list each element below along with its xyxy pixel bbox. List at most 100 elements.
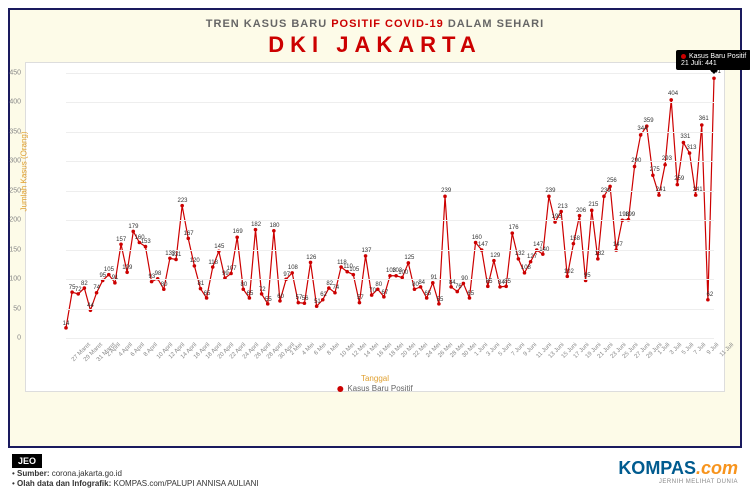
credit-line: • Olah data dan Infografik: KOMPAS.com/P…: [12, 479, 259, 488]
legend: Kasus Baru Positif: [337, 384, 412, 393]
title-part-rest: DALAM SEHARI: [448, 18, 544, 30]
data-label: 90: [461, 276, 468, 282]
header: TREN KASUS BARU POSITIF COVID-19 DALAM S…: [10, 10, 740, 62]
data-label: 182: [251, 222, 261, 228]
title-part-positif: POSITIF: [331, 18, 385, 30]
data-label: 91: [431, 275, 438, 281]
data-label: 60: [277, 294, 284, 300]
gridline: [66, 279, 714, 280]
data-label: 108: [288, 265, 298, 271]
data-label: 98: [155, 271, 162, 277]
data-label: 80: [240, 282, 247, 288]
data-label: 195: [552, 214, 562, 220]
data-label: 239: [601, 188, 611, 194]
data-label: 95: [584, 273, 591, 279]
data-label: 70: [369, 288, 376, 294]
data-label: 140: [539, 247, 549, 253]
gridline: [66, 132, 714, 133]
data-label: 120: [190, 258, 200, 264]
gridline: [66, 338, 714, 339]
y-tick: 400: [0, 99, 21, 106]
data-label: 95: [99, 273, 106, 279]
line-chart-svg: [66, 73, 714, 336]
source-line: • Sumber: corona.jakarta.go.id: [12, 469, 259, 478]
x-tick: 7 Juli: [694, 342, 708, 356]
data-label: 359: [644, 118, 654, 124]
data-label: 105: [349, 267, 359, 273]
title-part-covid: COVID-19: [385, 18, 448, 30]
data-label: 44: [87, 303, 94, 309]
infographic-container: TREN KASUS BARU POSITIF COVID-19 DALAM S…: [0, 0, 750, 500]
data-label: 67: [382, 290, 389, 296]
title-part-kasus: KASUS BARU: [244, 18, 331, 30]
y-tick: 0: [0, 335, 21, 342]
data-label: 180: [269, 223, 279, 229]
data-label: 179: [128, 224, 138, 230]
data-label: 176: [509, 225, 519, 231]
data-label: 344: [637, 126, 647, 132]
plot-region: [66, 73, 714, 336]
data-label: 14: [63, 321, 70, 327]
data-label: 129: [490, 253, 500, 259]
data-label: 65: [204, 291, 211, 297]
title-part-tren: TREN: [206, 18, 244, 30]
data-label: 118: [208, 260, 218, 266]
data-label: 84: [418, 280, 425, 286]
data-label: 313: [686, 145, 696, 151]
data-label: 55: [265, 297, 272, 303]
y-tick: 350: [0, 128, 21, 135]
brand-main: KOMPAS: [618, 458, 696, 478]
data-label: 259: [674, 176, 684, 182]
legend-label: Kasus Baru Positif: [347, 384, 412, 393]
data-label: 81: [198, 281, 205, 287]
data-label: 167: [184, 231, 194, 237]
data-label: 97: [283, 272, 290, 278]
y-tick: 450: [0, 70, 21, 77]
data-label: 293: [662, 156, 672, 162]
data-label: 158: [570, 236, 580, 242]
gridline: [66, 309, 714, 310]
data-label: 57: [357, 295, 364, 301]
data-label: 213: [558, 204, 568, 210]
data-label: 72: [259, 287, 266, 293]
y-tick: 150: [0, 246, 21, 253]
data-label: 223: [177, 198, 187, 204]
data-label: 153: [141, 239, 151, 245]
data-label: 102: [564, 269, 574, 275]
chart-frame: TREN KASUS BARU POSITIF COVID-19 DALAM S…: [8, 8, 742, 448]
y-tick: 50: [0, 305, 21, 312]
data-label: 55: [437, 297, 444, 303]
data-label: 239: [441, 188, 451, 194]
footer-right: KOMPAS.com JERNIH MELIHAT DUNIA: [618, 458, 738, 485]
footer-left: JEO • Sumber: corona.jakarta.go.id • Ola…: [12, 454, 259, 488]
data-label: 361: [699, 116, 709, 122]
data-label: 76: [455, 284, 462, 290]
gridline: [66, 161, 714, 162]
data-label: 169: [233, 229, 243, 235]
data-label: 65: [247, 291, 254, 297]
x-tick: 4 Mei: [301, 342, 316, 357]
data-label: 256: [607, 178, 617, 184]
title-line1: TREN KASUS BARU POSITIF COVID-19 DALAM S…: [10, 18, 740, 30]
data-label: 80: [375, 282, 382, 288]
data-label: 199: [625, 212, 635, 218]
data-label: 160: [472, 235, 482, 241]
data-label: 127: [527, 254, 537, 260]
data-label: 100: [398, 270, 408, 276]
data-label: 126: [306, 255, 316, 261]
data-label: 404: [668, 91, 678, 97]
data-label: 125: [404, 255, 414, 261]
gridline: [66, 102, 714, 103]
data-label: 56: [302, 296, 309, 302]
brand-tagline: JERNIH MELIHAT DUNIA: [618, 479, 738, 485]
x-tick: 3 Juli: [669, 342, 683, 356]
x-tick: 6 Mei: [314, 342, 329, 357]
y-tick: 300: [0, 158, 21, 165]
data-label: 85: [504, 279, 511, 285]
data-label: 65: [424, 291, 431, 297]
data-label: 157: [116, 237, 126, 243]
title-line2: DKI JAKARTA: [10, 32, 740, 58]
gridline: [66, 220, 714, 221]
chart-area: Jumlah Kasus (Orang) Tanggal Kasus Baru …: [25, 62, 725, 392]
data-label: 137: [361, 248, 371, 254]
